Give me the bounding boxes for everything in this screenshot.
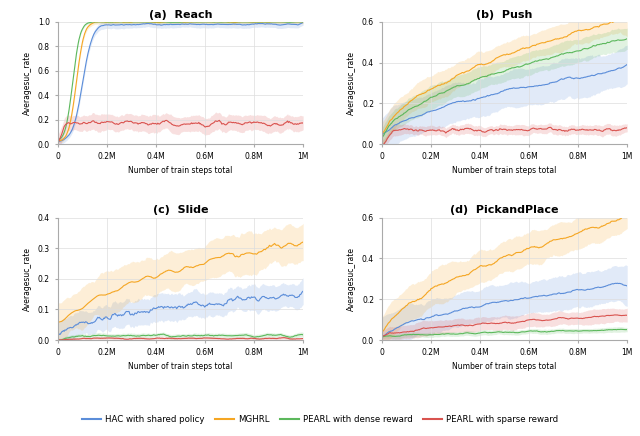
X-axis label: Number of train steps total: Number of train steps total bbox=[128, 167, 232, 175]
X-axis label: Number of train steps total: Number of train steps total bbox=[452, 167, 557, 175]
Y-axis label: Averagesuc_rate: Averagesuc_rate bbox=[23, 51, 32, 115]
Title: (c)  Slide: (c) Slide bbox=[152, 205, 208, 215]
Title: (b)  Push: (b) Push bbox=[476, 10, 532, 20]
Y-axis label: Averagesuc_rate: Averagesuc_rate bbox=[348, 247, 356, 311]
Legend: HAC with shared policy, MGHRL, PEARL with dense reward, PEARL with sparse reward: HAC with shared policy, MGHRL, PEARL wit… bbox=[78, 412, 562, 427]
Title: (d)  PickandPlace: (d) PickandPlace bbox=[450, 205, 559, 215]
X-axis label: Number of train steps total: Number of train steps total bbox=[452, 362, 557, 371]
Title: (a)  Reach: (a) Reach bbox=[148, 10, 212, 20]
X-axis label: Number of train steps total: Number of train steps total bbox=[128, 362, 232, 371]
Y-axis label: Averagesuc_rate: Averagesuc_rate bbox=[23, 247, 32, 311]
Y-axis label: Averagesuc_rate: Averagesuc_rate bbox=[348, 51, 356, 115]
